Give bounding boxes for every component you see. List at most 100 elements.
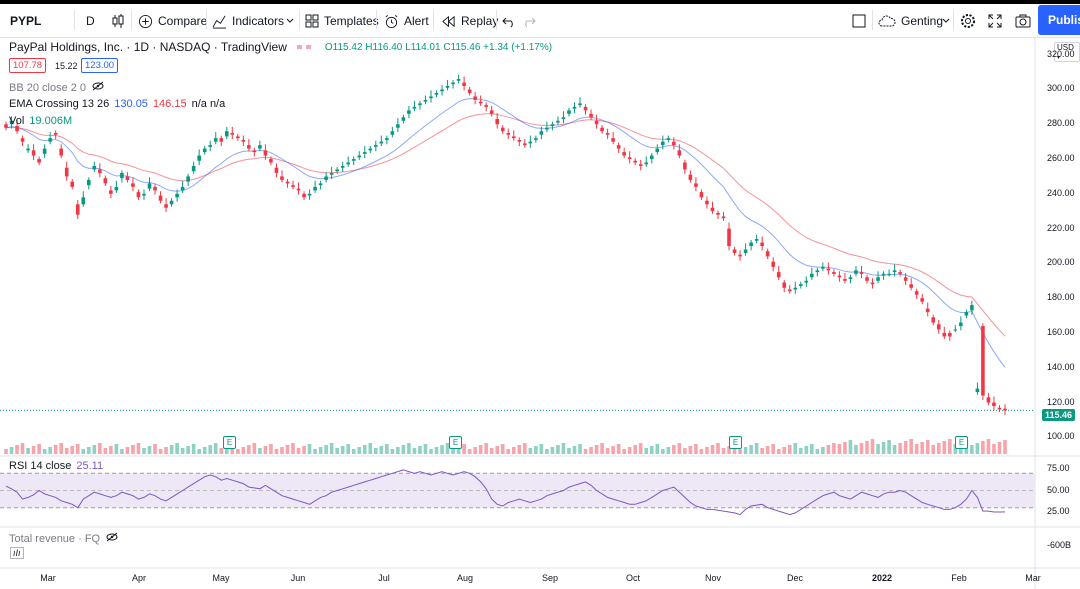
toolbar-divider: [376, 10, 377, 30]
volume-bar: [821, 447, 825, 454]
candle-body: [798, 284, 803, 286]
candle-body: [749, 242, 753, 246]
alert-button[interactable]: Alert: [384, 4, 429, 38]
symbol-search-button[interactable]: PYPL: [10, 4, 41, 38]
candle-body: [804, 280, 809, 283]
candle-body: [302, 193, 306, 198]
alert-label: Alert: [404, 14, 429, 28]
candle-body: [125, 176, 130, 180]
volume-bar: [4, 449, 8, 454]
earnings-marker[interactable]: E: [955, 436, 968, 449]
volume-bar: [489, 448, 494, 454]
volume-bar: [434, 447, 439, 454]
indicators-dropdown[interactable]: [285, 4, 295, 38]
earnings-marker[interactable]: E: [729, 436, 742, 449]
candle-body: [484, 105, 488, 107]
volume-bar: [75, 444, 80, 454]
volume-bar: [793, 443, 798, 454]
volume-bar: [881, 442, 886, 454]
volume-bar: [787, 445, 792, 454]
ema-slow-line: [5, 113, 1006, 337]
top-toolbar: PYPL D Compare Indicators Templates Aler…: [0, 0, 1080, 38]
candle-body: [385, 138, 389, 140]
candle-body: [64, 167, 69, 177]
time-axis-label: Apr: [131, 573, 147, 583]
redo-button[interactable]: [522, 4, 536, 38]
candle-body: [594, 120, 599, 125]
fullscreen-layout-button[interactable]: [852, 4, 866, 38]
fullscreen-button[interactable]: [988, 4, 1002, 38]
candle-body: [517, 139, 522, 142]
compare-button[interactable]: Compare: [138, 4, 207, 38]
chart-canvas[interactable]: [0, 38, 1080, 589]
volume-bar: [870, 439, 875, 454]
volume-bar: [423, 444, 428, 454]
candle-body: [898, 272, 902, 274]
candle-body: [495, 119, 500, 125]
candle-body: [556, 120, 560, 123]
interval-button[interactable]: D: [86, 4, 95, 38]
volume-bar: [649, 446, 654, 454]
candle-body: [412, 106, 417, 109]
eye-off-icon[interactable]: [106, 532, 118, 545]
templates-button[interactable]: Templates: [305, 4, 379, 38]
layout-dropdown[interactable]: [941, 4, 951, 38]
vol-label: Vol: [9, 115, 25, 127]
undo-button[interactable]: [502, 4, 516, 38]
layout-name-button[interactable]: Genting: [878, 4, 943, 38]
candle-body: [500, 127, 505, 132]
volume-bar: [826, 445, 831, 454]
time-axis-label: Aug: [456, 573, 474, 583]
volume-bar: [914, 444, 919, 454]
candle-body: [142, 193, 146, 196]
volume-bar: [898, 443, 902, 454]
candle-body: [401, 117, 406, 121]
chart-type-button[interactable]: [110, 4, 126, 38]
indicators-button[interactable]: Indicators: [212, 4, 284, 38]
volume-bar: [153, 444, 157, 454]
volume-bar: [694, 444, 698, 454]
candle-body: [561, 117, 566, 120]
volume-bar: [313, 449, 317, 454]
volume-bar: [975, 443, 980, 454]
publish-button[interactable]: Publish: [1038, 5, 1080, 35]
replay-button[interactable]: Replay: [441, 4, 498, 38]
candle-body: [638, 164, 643, 166]
eye-off-icon[interactable]: [92, 81, 104, 94]
chart-area[interactable]: PayPal Holdings, Inc. · 1D · NASDAQ · Tr…: [0, 38, 1080, 589]
price-axis-label: 220.00: [1047, 222, 1075, 233]
toolbar-divider: [496, 10, 497, 30]
settings-button[interactable]: [960, 4, 976, 38]
candle-body: [710, 207, 715, 212]
candle-body: [754, 239, 759, 241]
earnings-marker[interactable]: E: [449, 436, 462, 449]
candle-body: [285, 181, 290, 184]
volume-bar: [523, 443, 527, 454]
grid-icon: [305, 14, 319, 28]
candle-body: [578, 103, 582, 106]
legend-toggle[interactable]: [295, 42, 313, 52]
volume-bar: [280, 447, 284, 454]
candle-body: [186, 176, 190, 182]
ema-indicator-legend: EMA Crossing 13 26 130.05 146.15 n/a n/a: [9, 98, 225, 110]
volume-bar: [953, 444, 958, 454]
volume-bar: [340, 446, 345, 454]
volume-bar: [236, 449, 240, 454]
candle-body: [583, 106, 588, 111]
volume-bar: [247, 445, 251, 454]
volume-bar: [473, 447, 477, 454]
rsi-line: [5, 469, 1006, 516]
volume-bar: [843, 442, 847, 454]
candle-body: [931, 317, 936, 323]
candle-body: [147, 183, 152, 189]
snapshot-button[interactable]: [1015, 4, 1031, 38]
toolbar-divider: [299, 10, 300, 30]
volume-bar: [633, 445, 638, 454]
volume-bar: [892, 445, 897, 454]
volume-bar: [771, 444, 775, 454]
candle-body: [478, 101, 483, 104]
earnings-marker[interactable]: E: [223, 436, 236, 449]
volume-bar: [925, 440, 930, 454]
candle-body: [396, 124, 400, 128]
volume-bar: [732, 444, 737, 454]
